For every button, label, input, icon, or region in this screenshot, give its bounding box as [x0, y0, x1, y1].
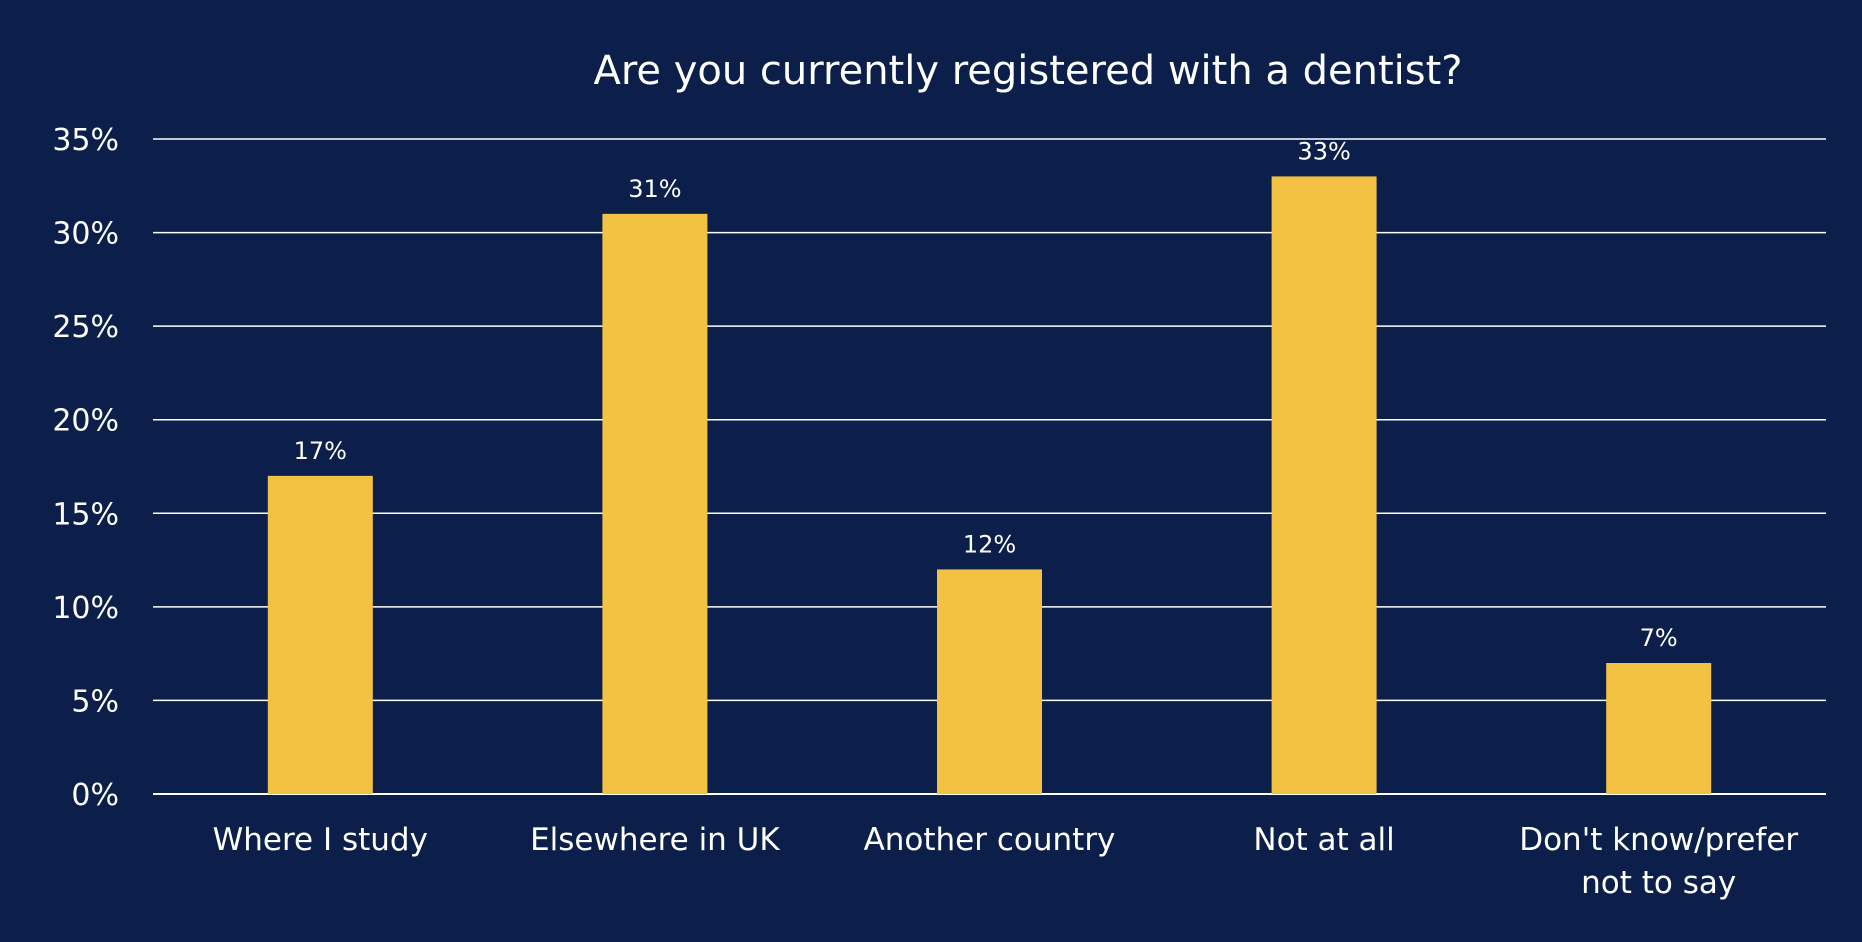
data-label: 33%: [1297, 137, 1350, 165]
gridlines: [153, 138, 1826, 795]
value-labels: 17% 31% 12% 33% 7%: [294, 137, 1678, 652]
data-label: 12%: [963, 530, 1016, 558]
bar: [602, 213, 708, 794]
bar: [1271, 176, 1377, 794]
y-tick-label: 15%: [52, 497, 119, 532]
data-label: 17%: [294, 437, 347, 465]
chart-title: Are you currently registered with a dent…: [593, 48, 1462, 94]
x-tick-label: Another country: [864, 822, 1116, 858]
bar: [937, 569, 1042, 794]
y-tick-label: 25%: [52, 310, 119, 345]
y-tick-label: 35%: [52, 123, 119, 158]
bar: [267, 475, 373, 794]
x-tick-label: not to say: [1581, 865, 1736, 901]
bars: [267, 176, 1712, 794]
x-tick-label: Don't know/prefer: [1519, 822, 1798, 858]
x-tick-label: Elsewhere in UK: [530, 822, 780, 858]
y-tick-label: 20%: [52, 404, 119, 439]
y-tick-label: 30%: [52, 217, 119, 252]
y-tick-label: 5%: [71, 684, 119, 719]
x-tick-label: Where I study: [213, 822, 428, 858]
bar: [1606, 663, 1712, 794]
data-label: 7%: [1640, 624, 1678, 652]
y-axis-ticks: 0% 5% 10% 15% 20% 25% 30% 35%: [52, 123, 119, 813]
x-tick-label: Not at all: [1253, 822, 1394, 858]
y-tick-label: 10%: [52, 591, 119, 626]
data-label: 31%: [628, 175, 681, 203]
y-tick-label: 0%: [71, 778, 119, 813]
x-axis-categories: Where I study Elsewhere in UK Another coun…: [213, 822, 1799, 901]
